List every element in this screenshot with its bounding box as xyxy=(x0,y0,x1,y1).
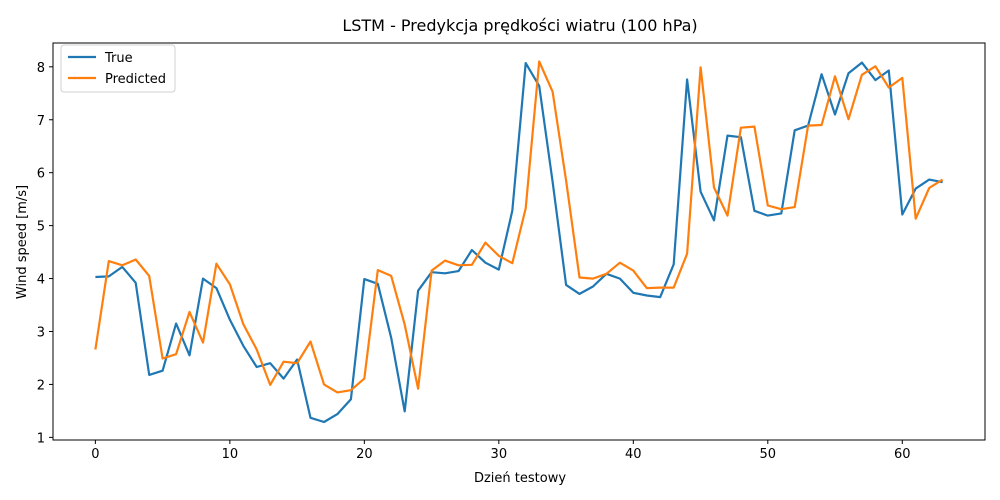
plot-area xyxy=(52,42,986,441)
x-tick-label: 40 xyxy=(625,447,642,462)
legend-label-true: True xyxy=(104,51,133,66)
legend-label-predicted: Predicted xyxy=(105,72,166,87)
plot-frame xyxy=(52,42,986,441)
y-tick-label: 2 xyxy=(37,378,45,393)
series-line-true xyxy=(95,61,943,424)
x-tick-label: 10 xyxy=(222,447,239,462)
series-layer xyxy=(94,60,944,424)
y-tick-label: 5 xyxy=(37,220,45,235)
x-axis: 0 10 20 30 40 50 60 xyxy=(91,440,911,462)
y-tick-label: 8 xyxy=(37,61,45,76)
y-axis: 1 2 3 4 5 6 7 8 xyxy=(37,61,53,446)
x-tick-label: 20 xyxy=(356,447,373,462)
y-tick-label: 3 xyxy=(37,325,45,340)
chart-title: LSTM - Predykcja prędkości wiatru (100 h… xyxy=(342,16,697,35)
y-tick-label: 4 xyxy=(37,273,45,288)
y-tick-label: 6 xyxy=(37,167,45,182)
y-axis-label: Wind speed [m/s] xyxy=(15,185,30,299)
x-tick-label: 50 xyxy=(760,447,777,462)
series-line-predicted xyxy=(94,60,944,394)
x-tick-label: 30 xyxy=(491,447,508,462)
y-tick-label: 1 xyxy=(37,431,45,446)
legend: True Predicted xyxy=(60,44,176,93)
x-axis-label: Dzień testowy xyxy=(474,471,566,486)
y-tick-label: 7 xyxy=(37,114,45,129)
x-tick-label: 0 xyxy=(91,447,99,462)
x-tick-label: 60 xyxy=(894,447,911,462)
